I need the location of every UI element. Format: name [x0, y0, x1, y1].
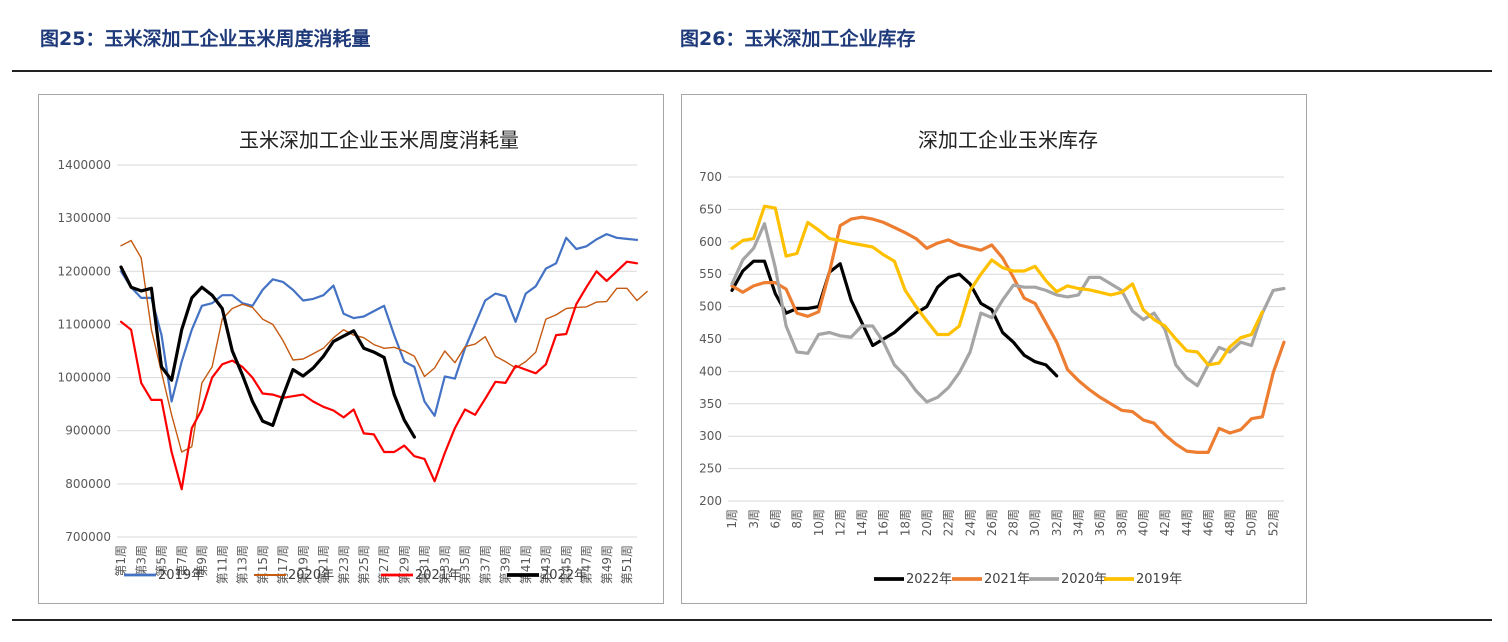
- x-tick-label: 52周: [1266, 509, 1280, 536]
- x-tick-label: 24周: [963, 509, 977, 536]
- legend-label: 2022年: [541, 568, 587, 583]
- x-tick-label: 6周: [768, 509, 782, 529]
- figure-caption-left: 图25：玉米深加工企业玉米周度消耗量: [40, 28, 371, 50]
- y-tick-label: 700: [699, 170, 722, 184]
- x-tick-label: 26周: [985, 509, 999, 536]
- y-tick-label: 600: [699, 235, 722, 249]
- x-tick-label: 第27周: [377, 545, 391, 584]
- y-tick-label: 500: [699, 300, 722, 314]
- x-tick-label: 12周: [833, 509, 847, 536]
- series-line: [730, 222, 1286, 404]
- y-tick-label: 1000000: [58, 371, 111, 385]
- y-tick-label: 700000: [65, 530, 111, 544]
- y-tick-label: 200: [699, 494, 722, 508]
- y-tick-label: 300: [699, 429, 722, 443]
- x-tick-label: 16周: [877, 509, 891, 536]
- x-tick-label: 第11周: [215, 545, 229, 584]
- x-tick-label: 42周: [1158, 509, 1172, 536]
- x-tick-label: 20周: [920, 509, 934, 536]
- x-tick-label: 22周: [942, 509, 956, 536]
- y-tick-label: 1100000: [58, 317, 111, 331]
- x-tick-label: 第45周: [559, 545, 573, 584]
- x-tick-label: 第25周: [357, 545, 371, 584]
- legend-label: 2020年: [288, 568, 334, 583]
- x-tick-label: 28周: [1007, 509, 1021, 536]
- series-line: [119, 260, 639, 491]
- chart-panel-consumption: 玉米深加工企业玉米周度消耗量 700000 800000 900000 1000000 1…: [38, 94, 664, 604]
- series-line: [119, 265, 416, 439]
- x-tick-label: 第3周: [134, 545, 148, 577]
- x-tick-label: 32周: [1050, 509, 1064, 536]
- y-tick-label: 1200000: [58, 264, 111, 278]
- x-tick-label: 第15周: [256, 545, 270, 584]
- x-tick-label: 14周: [855, 509, 869, 536]
- x-tick-label: 第51周: [620, 545, 634, 584]
- x-tick-label: 第49周: [600, 545, 614, 584]
- bottom-divider: [12, 619, 1492, 621]
- y-tick-label: 350: [699, 397, 722, 411]
- x-tick-label: 第23周: [337, 545, 351, 584]
- legend-label: 2021年: [415, 568, 461, 583]
- series-line: [730, 204, 1265, 367]
- x-tick-label: 第35周: [458, 545, 472, 584]
- series-line: [730, 259, 1059, 378]
- legend-label: 2020年: [1061, 572, 1107, 587]
- y-tick-label: 250: [699, 462, 722, 476]
- x-tick-label: 第31周: [418, 545, 432, 584]
- consumption-line-chart: 玉米深加工企业玉米周度消耗量 700000 800000 900000 1000000 1…: [58, 128, 648, 584]
- x-tick-label: 第21周: [317, 545, 331, 584]
- x-tick-label: 第1周: [114, 545, 128, 577]
- x-tick-label: 30周: [1028, 509, 1042, 536]
- x-tick-label: 44周: [1180, 509, 1194, 536]
- y-tick-label: 800000: [65, 477, 111, 491]
- x-tick-label: 第19周: [296, 545, 310, 584]
- series-line: [120, 239, 648, 453]
- top-divider: [12, 70, 1492, 72]
- legend-label: 2021年: [984, 572, 1030, 587]
- y-tick-label: 550: [699, 267, 722, 281]
- x-tick-label: 第13周: [236, 545, 250, 584]
- x-tick-label: 第7周: [175, 545, 189, 577]
- x-tick-label: 18周: [898, 509, 912, 536]
- x-tick-label: 48周: [1223, 509, 1237, 536]
- y-tick-label: 450: [699, 332, 722, 346]
- x-tick-label: 第43周: [539, 545, 553, 584]
- series-line: [730, 215, 1286, 454]
- y-tick-label: 1300000: [58, 211, 111, 225]
- x-tick-label: 第47周: [580, 545, 594, 584]
- legend-label: 2022年: [906, 572, 952, 587]
- y-tick-label: 900000: [65, 424, 111, 438]
- x-tick-label: 3周: [747, 509, 761, 529]
- inventory-line-chart: 深加工企业玉米库存 200 250 300 350 400 450 500 550 600 650 7…: [699, 128, 1286, 587]
- x-tick-label: 第37周: [478, 545, 492, 584]
- x-tick-label: 34周: [1072, 509, 1086, 536]
- x-tick-label: 第41周: [519, 545, 533, 584]
- x-tick-label: 50周: [1245, 509, 1259, 536]
- x-tick-label: 第5周: [155, 545, 169, 577]
- x-tick-label: 10周: [812, 509, 826, 536]
- chart-title: 深加工企业玉米库存: [918, 128, 1098, 152]
- legend-label: 2019年: [1136, 572, 1182, 587]
- y-tick-label: 1400000: [58, 158, 111, 172]
- x-tick-label: 40周: [1136, 509, 1150, 536]
- chart-title: 玉米深加工企业玉米周度消耗量: [239, 128, 519, 152]
- series-line: [119, 233, 639, 417]
- y-tick-label: 650: [699, 202, 722, 216]
- y-tick-label: 400: [699, 364, 722, 378]
- figure-caption-right: 图26：玉米深加工企业库存: [680, 28, 916, 50]
- x-tick-label: 36周: [1093, 509, 1107, 536]
- x-tick-label: 第33周: [438, 545, 452, 584]
- chart-panel-inventory: 深加工企业玉米库存 200 250 300 350 400 450 500 550 600 650 7…: [681, 94, 1307, 604]
- x-tick-label: 38周: [1115, 509, 1129, 536]
- x-tick-label: 第29周: [397, 545, 411, 584]
- x-tick-label: 46周: [1201, 509, 1215, 536]
- x-tick-label: 第39周: [499, 545, 513, 584]
- legend-label: 2019年: [158, 568, 204, 583]
- x-tick-label: 第9周: [195, 545, 209, 577]
- x-tick-label: 8周: [790, 509, 804, 529]
- x-tick-label: 1周: [725, 509, 739, 529]
